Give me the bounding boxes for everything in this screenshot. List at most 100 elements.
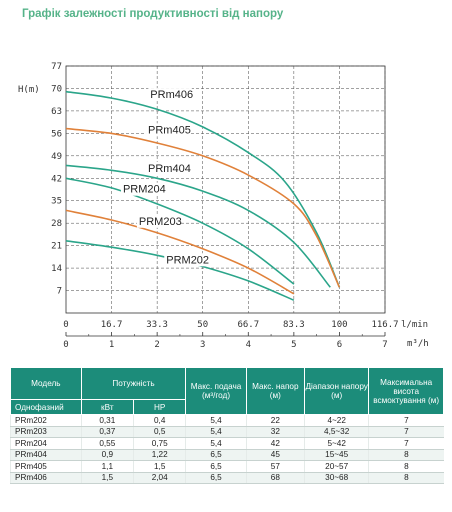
table-cell: 68 xyxy=(245,472,305,484)
x-tick-label-top: 0 xyxy=(63,320,68,330)
y-axis-label: H(m) xyxy=(18,85,40,95)
series-label: PRm404 xyxy=(148,163,191,175)
table-cell: 4,5~32 xyxy=(303,426,369,438)
table-cell: 5,4 xyxy=(185,414,247,427)
x-tick-label-bottom: 5 xyxy=(291,340,296,350)
y-tick-label: 49 xyxy=(51,152,62,162)
series-label-bg xyxy=(164,253,208,267)
x-tick-label-bottom: 2 xyxy=(154,340,159,350)
table-cell: 0,55 xyxy=(80,437,134,450)
th-max-flow: Макс. подача (м³/год) xyxy=(185,367,247,415)
table-cell: 0,37 xyxy=(80,426,134,438)
series-label-bg xyxy=(146,123,190,137)
table-cell: 1,1 xyxy=(80,460,134,473)
series-label: PRM204 xyxy=(123,184,166,196)
table-cell: 45 xyxy=(245,449,305,461)
table-cell: 7 xyxy=(368,414,444,427)
series-label-bg xyxy=(146,161,190,175)
x-tick-label-bottom: 7 xyxy=(382,340,387,350)
table-cell: 2,04 xyxy=(132,472,186,484)
th-max-head: Макс. напор (м) xyxy=(245,367,305,415)
table-cell: PRm405 xyxy=(10,460,82,473)
th-kw: кВт xyxy=(80,399,135,415)
plot-area xyxy=(65,65,386,314)
y-tick-label: 28 xyxy=(51,219,62,229)
table-cell: 30~68 xyxy=(303,472,369,484)
table-cell: 8 xyxy=(368,460,444,473)
chart-title: Графік залежності продуктивності від нап… xyxy=(22,8,284,20)
table-row: PRm202 0,31 0,4 5,4 22 4~22 7 xyxy=(10,414,444,427)
y-tick-label: 35 xyxy=(51,197,62,207)
series-label-bg xyxy=(136,214,181,228)
series-label-bg xyxy=(148,88,192,102)
x-tick-label-top: 83.3 xyxy=(283,320,305,330)
y-tick-label: 7 xyxy=(57,287,62,297)
table-cell: 5~42 xyxy=(303,437,369,450)
x-tick-label-top: 100 xyxy=(331,320,347,330)
table-cell: 8 xyxy=(368,472,444,484)
table-row: PRm204 0,55 0,75 5,4 42 5~42 7 xyxy=(10,437,444,450)
table-cell: 1,22 xyxy=(132,449,186,461)
table-row: PRm203 0,37 0,5 5,4 32 4,5~32 7 xyxy=(10,426,444,438)
th-model: Модель xyxy=(10,367,82,400)
table-cell: PRm204 xyxy=(10,437,82,450)
table-cell: 22 xyxy=(245,414,305,427)
series-label: PRm405 xyxy=(148,124,191,136)
series-label-bg xyxy=(120,182,165,196)
table-cell: PRm202 xyxy=(10,414,82,427)
y-tick-label: 14 xyxy=(51,264,62,274)
table-cell: PRm406 xyxy=(10,472,82,484)
table-row: PRm404 0,9 1,22 6,5 45 15~45 8 xyxy=(10,449,444,461)
th-head-range: Діапазон напору (м) xyxy=(303,367,370,415)
table-cell: 20~57 xyxy=(303,460,369,473)
table-cell: 15~45 xyxy=(303,449,369,461)
table-cell: 6,5 xyxy=(185,449,247,461)
table-cell: PRm404 xyxy=(10,449,82,461)
table-cell: 0,75 xyxy=(132,437,186,450)
series-line-prm203 xyxy=(65,209,295,295)
table-cell: 57 xyxy=(245,460,305,473)
x-tick-label-bottom: 0 xyxy=(63,340,68,350)
table-cell: 5,4 xyxy=(185,426,247,438)
table-cell: 8 xyxy=(368,449,444,461)
y-tick-label: 21 xyxy=(51,242,62,252)
table-cell: 4~22 xyxy=(303,414,369,427)
table-cell: 6,5 xyxy=(185,472,247,484)
table-cell: 0,5 xyxy=(132,426,186,438)
series-label: PRM202 xyxy=(166,254,209,266)
table-cell: 6,5 xyxy=(185,460,247,473)
table-row: PRm406 1,5 2,04 6,5 68 30~68 8 xyxy=(10,472,444,484)
x-tick-label-top: 66.7 xyxy=(237,320,259,330)
th-suction: Максимальна висота всмоктування (м) xyxy=(368,367,444,415)
th-hp: HP xyxy=(132,399,187,415)
table-cell: 1,5 xyxy=(80,472,134,484)
series-line-prm406 xyxy=(65,90,341,288)
x-tick-label-top: 50 xyxy=(197,320,208,330)
series-label: PRM203 xyxy=(139,216,182,228)
table-cell: 7 xyxy=(368,426,444,438)
y-tick-label: 77 xyxy=(51,62,62,72)
table-cell: 32 xyxy=(245,426,305,438)
table-cell: 1,5 xyxy=(132,460,186,473)
x-tick-label-bottom: 6 xyxy=(337,340,342,350)
table-cell: PRm203 xyxy=(10,426,82,438)
y-tick-label: 63 xyxy=(51,107,62,117)
x-tick-label-bottom: 1 xyxy=(109,340,114,350)
table-cell: 0,4 xyxy=(132,414,186,427)
table-cell: 5,4 xyxy=(185,437,247,450)
y-tick-label: 42 xyxy=(51,174,62,184)
spec-table: Модель Потужність Макс. подача (м³/год) … xyxy=(10,367,444,484)
x-axis-label-bottom: m³/h xyxy=(407,339,429,349)
table-cell: 0,31 xyxy=(80,414,134,427)
series-line-prm404 xyxy=(65,164,331,288)
x-tick-label-top: 16.7 xyxy=(101,320,123,330)
table-row: PRm405 1,1 1,5 6,5 57 20~57 8 xyxy=(10,460,444,473)
x-tick-label-top: 33.3 xyxy=(146,320,168,330)
x-tick-label-top: 116.7 xyxy=(371,320,398,330)
x-tick-label-bottom: 3 xyxy=(200,340,205,350)
y-tick-label: 56 xyxy=(51,129,62,139)
th-power: Потужність xyxy=(80,367,187,400)
table-cell: 42 xyxy=(245,437,305,450)
series-line-prm405 xyxy=(65,127,341,288)
